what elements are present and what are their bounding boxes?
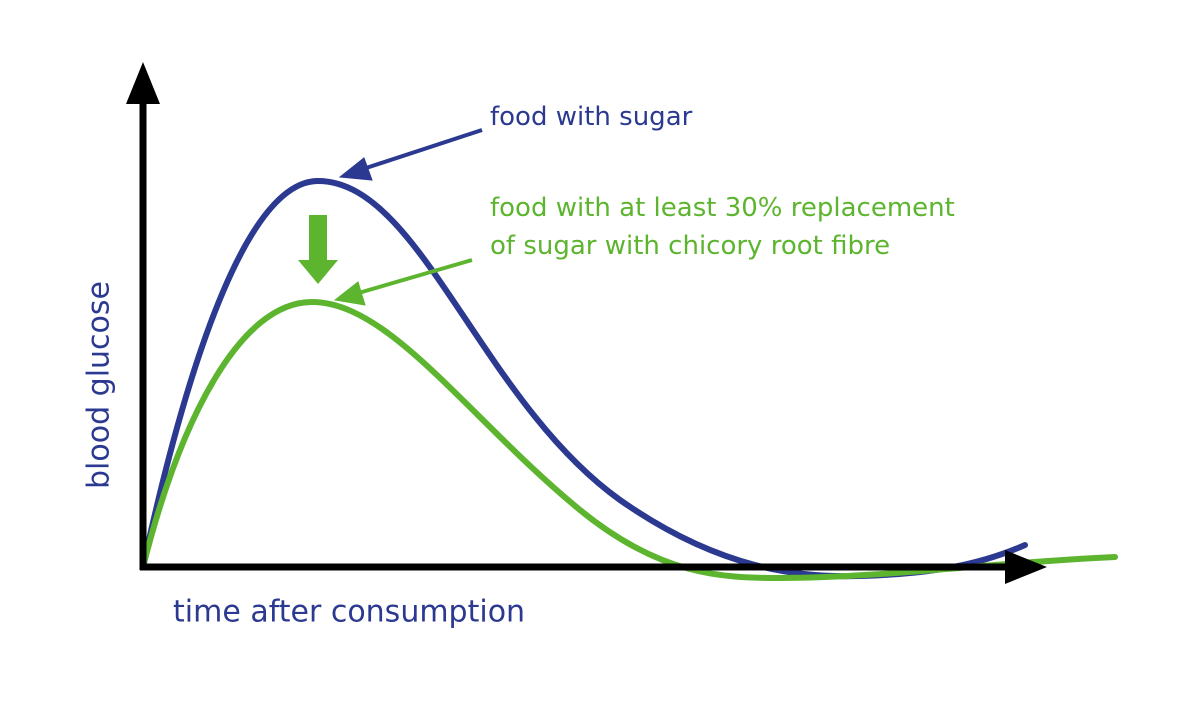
x-axis-label: time after consumption bbox=[173, 595, 525, 630]
y-axis-arrow bbox=[126, 62, 160, 104]
curve-label: food with at least 30% replacement of su… bbox=[490, 193, 963, 261]
x-axis-arrow bbox=[1005, 550, 1047, 584]
pointer-chicory bbox=[333, 258, 473, 306]
label-line: food with at least 30% replacement bbox=[490, 193, 955, 223]
reduction-arrow bbox=[298, 215, 338, 284]
curve-chicory bbox=[140, 298, 1118, 582]
curve-label: food with sugar bbox=[490, 102, 693, 132]
label-line: of sugar with chicory root fibre bbox=[490, 231, 890, 261]
label-line: food with sugar bbox=[490, 102, 693, 132]
y-axis-label: blood glucose bbox=[82, 281, 117, 489]
pointer-sugar bbox=[338, 128, 483, 181]
